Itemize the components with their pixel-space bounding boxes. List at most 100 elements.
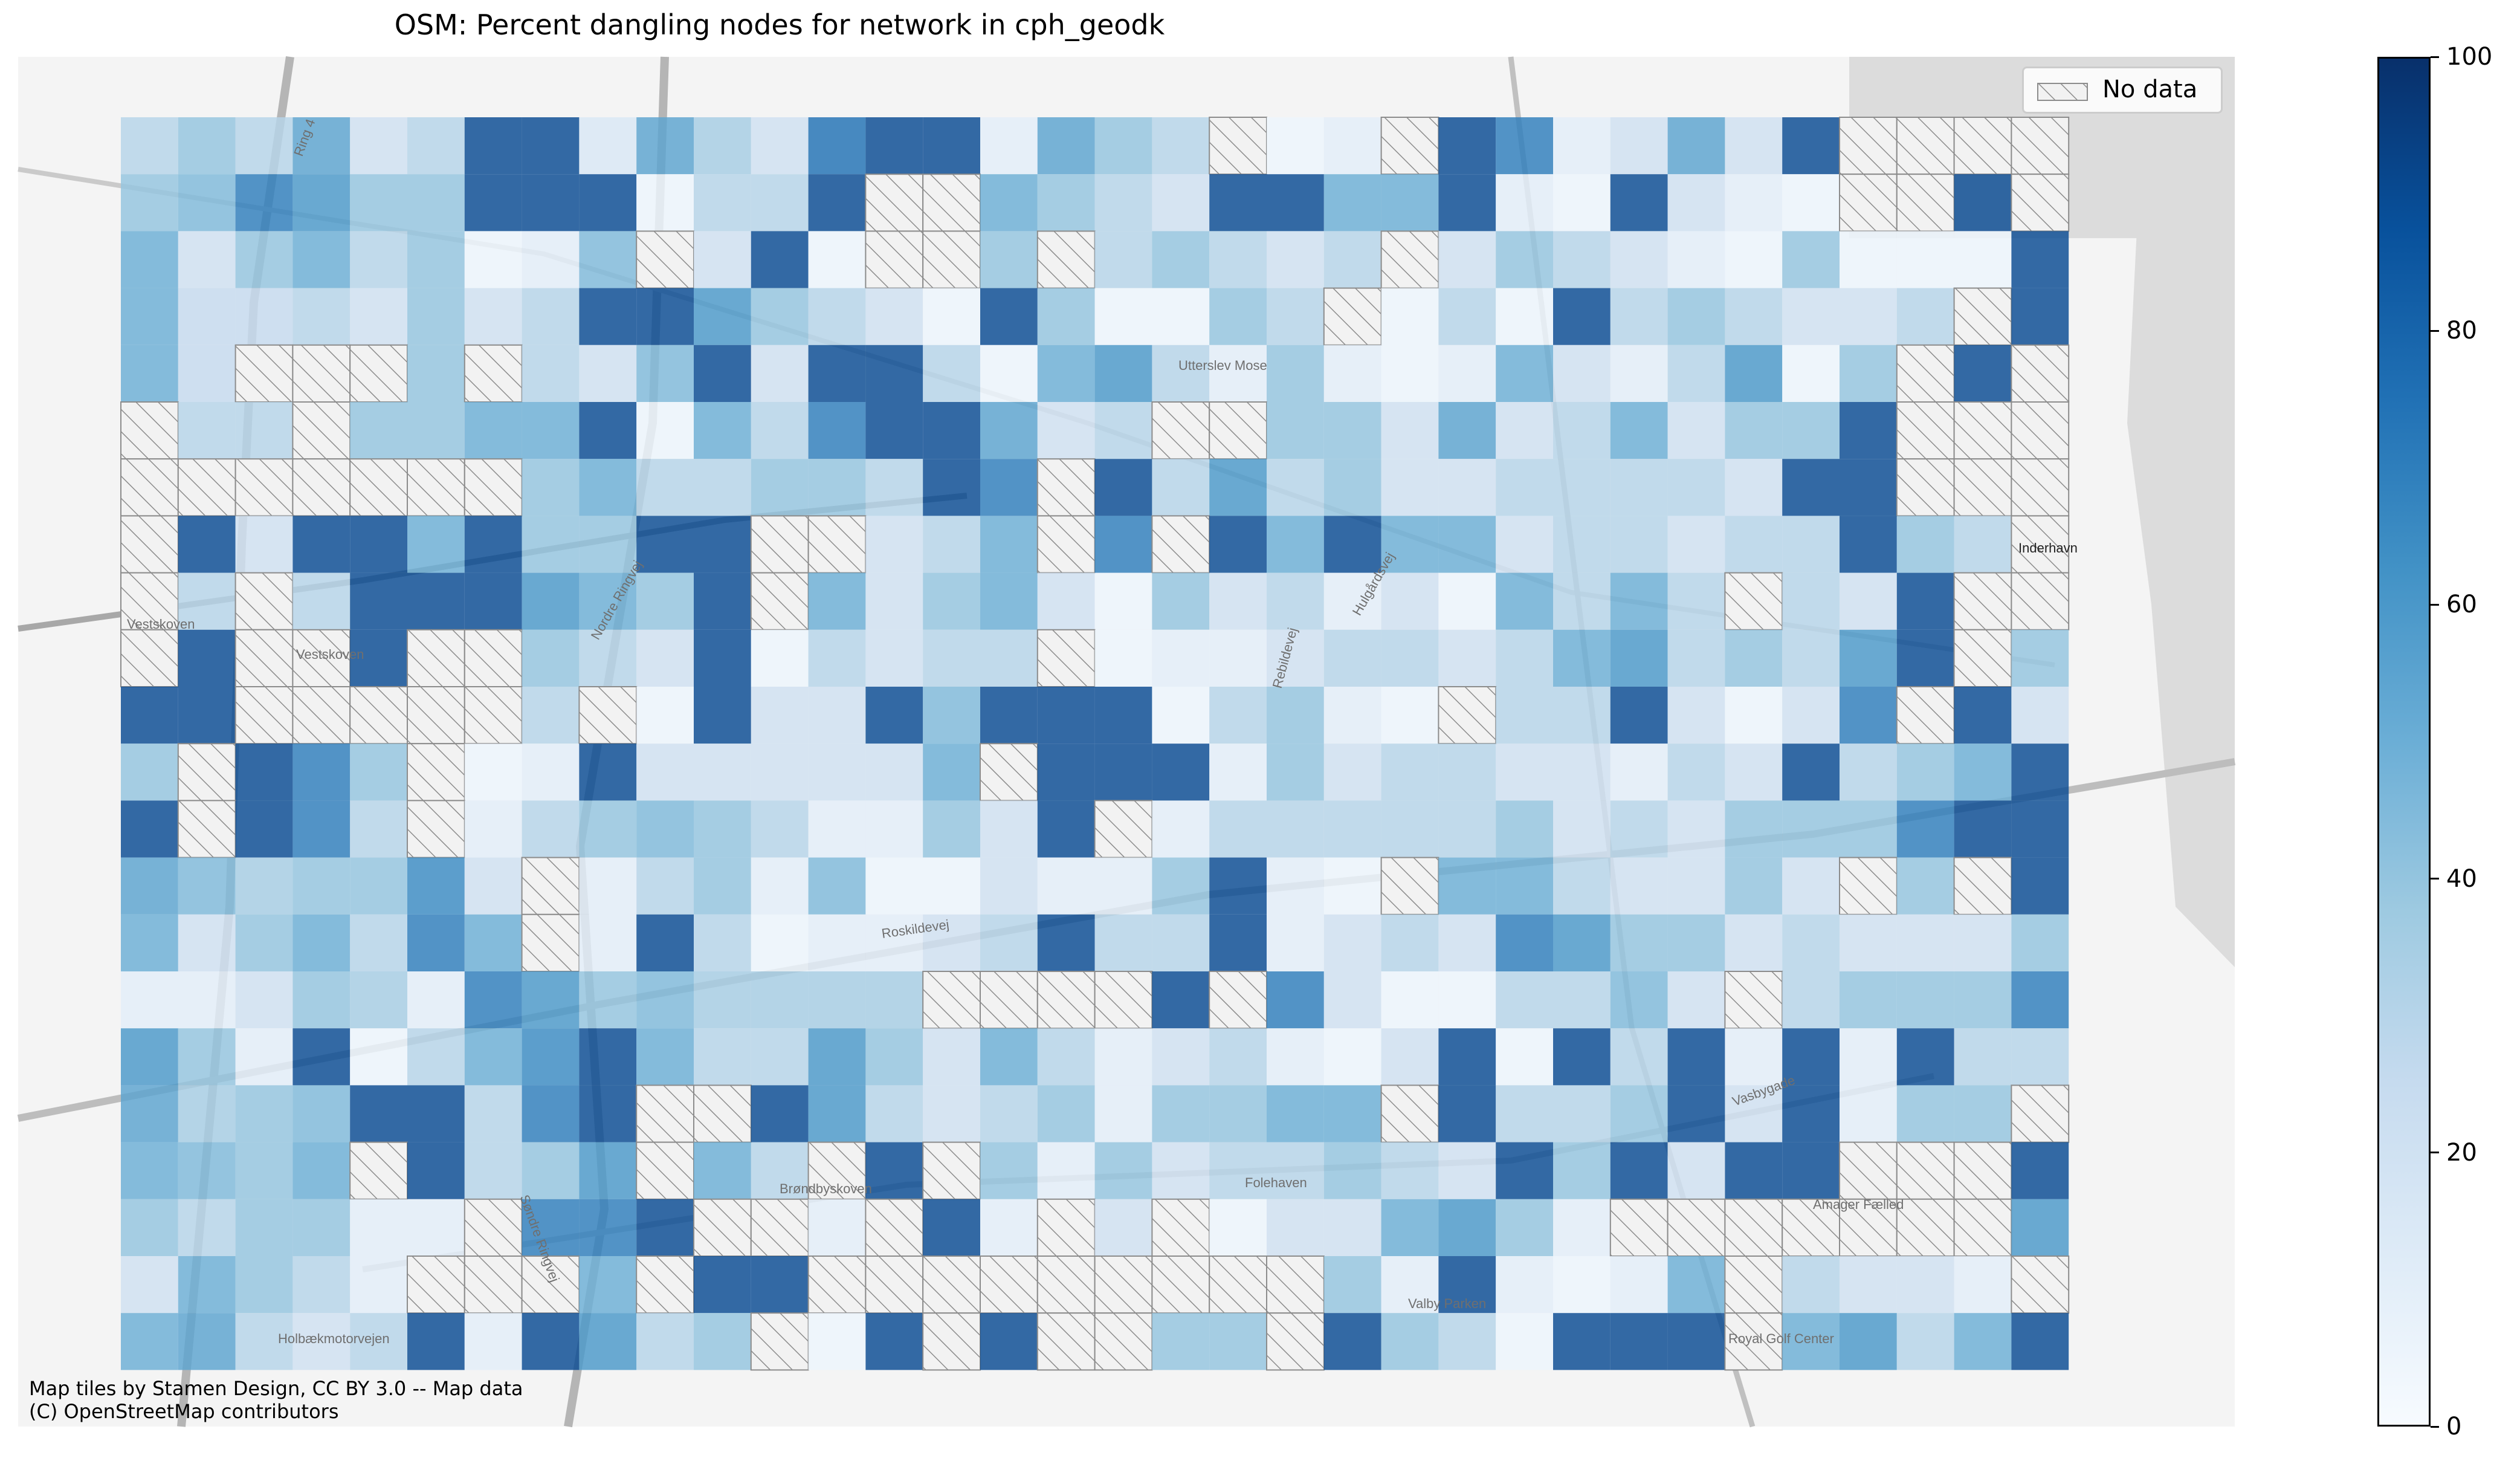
heatmap-cell xyxy=(1267,629,1324,687)
heatmap-cell xyxy=(121,1028,178,1086)
map-label: Royal Golf Center xyxy=(1728,1331,1834,1346)
heatmap-cell xyxy=(1037,572,1095,630)
no-data-cell xyxy=(1839,857,1898,915)
heatmap-cell xyxy=(121,857,178,915)
heatmap-cell xyxy=(522,117,580,175)
heatmap-cell xyxy=(1381,971,1439,1029)
heatmap-cell xyxy=(1152,687,1210,744)
heatmap-cell xyxy=(636,1028,694,1086)
heatmap-cell xyxy=(178,174,236,232)
heatmap-cell xyxy=(1323,1313,1381,1370)
heatmap-cell xyxy=(636,971,694,1029)
heatmap-cell xyxy=(178,629,236,687)
heatmap-cell xyxy=(407,402,465,459)
heatmap-cell xyxy=(1725,402,1783,459)
heatmap-cell xyxy=(1667,1313,1725,1370)
heatmap-cell xyxy=(1840,629,1897,687)
no-data-cell xyxy=(636,1084,694,1143)
heatmap-cell xyxy=(694,345,751,402)
heatmap-cell xyxy=(1267,744,1324,801)
heatmap-cell xyxy=(1553,572,1611,630)
map-title: OSM: Percent dangling nodes for network … xyxy=(394,8,1165,41)
map-label: Holbækmotorvejen xyxy=(278,1331,390,1346)
heatmap-cell xyxy=(178,857,236,915)
heatmap-cell xyxy=(1438,744,1496,801)
heatmap-cell xyxy=(694,1028,751,1086)
heatmap-cell xyxy=(1381,1256,1439,1314)
heatmap-cell xyxy=(1381,687,1439,744)
colorbar-tick-label: 60 xyxy=(2446,591,2477,619)
heatmap-cell xyxy=(1267,516,1324,573)
no-data-cell xyxy=(292,686,351,745)
heatmap-cell xyxy=(751,402,809,459)
heatmap-cell xyxy=(751,1142,809,1199)
heatmap-cell xyxy=(1896,914,1954,971)
heatmap-cell xyxy=(579,744,637,801)
heatmap-cell xyxy=(1496,459,1553,516)
heatmap-cell xyxy=(865,1028,923,1086)
heatmap-cell xyxy=(808,1028,866,1086)
heatmap-cell xyxy=(694,629,751,687)
heatmap-cell xyxy=(1840,1028,1897,1086)
heatmap-cell xyxy=(1152,117,1210,175)
heatmap-cell xyxy=(350,857,407,915)
heatmap-cell xyxy=(1782,1313,1840,1370)
heatmap-cell xyxy=(751,117,809,175)
no-data-cell xyxy=(2011,1084,2070,1143)
heatmap-cell xyxy=(350,914,407,971)
heatmap-cell xyxy=(1209,744,1267,801)
heatmap-cell xyxy=(350,800,407,858)
no-data-cell xyxy=(1036,629,1096,688)
heatmap-cell xyxy=(1323,572,1381,630)
heatmap-cell xyxy=(1840,402,1897,459)
no-data-cell xyxy=(177,743,236,802)
heatmap-cell xyxy=(1840,345,1897,402)
heatmap-cell xyxy=(1667,1085,1725,1142)
heatmap-cell xyxy=(636,288,694,345)
no-data-cell xyxy=(407,686,465,745)
heatmap-cell xyxy=(1553,117,1611,175)
heatmap-cell xyxy=(865,971,923,1029)
heatmap-cell xyxy=(121,231,178,288)
heatmap-cell xyxy=(1782,1256,1840,1314)
heatmap-cell xyxy=(121,1142,178,1199)
heatmap-cell xyxy=(808,971,866,1029)
heatmap-cell xyxy=(1954,345,2012,402)
heatmap-cell xyxy=(464,1085,522,1142)
heatmap-cell xyxy=(1323,231,1381,288)
heatmap-cell xyxy=(1496,1085,1553,1142)
heatmap-cell xyxy=(1725,288,1783,345)
heatmap-cell xyxy=(178,971,236,1029)
heatmap-cell xyxy=(407,174,465,232)
no-data-cell xyxy=(177,458,236,517)
heatmap-cell xyxy=(1553,1142,1611,1199)
heatmap-cell xyxy=(751,914,809,971)
heatmap-cell xyxy=(1381,1142,1439,1199)
heatmap-cell xyxy=(980,1142,1038,1199)
heatmap-cell xyxy=(178,572,236,630)
heatmap-cell xyxy=(579,231,637,288)
heatmap-cell xyxy=(1610,174,1668,232)
no-data-swatch xyxy=(2037,83,2088,101)
heatmap-cell xyxy=(1896,1085,1954,1142)
heatmap-cell xyxy=(1553,800,1611,858)
heatmap-cell xyxy=(1667,629,1725,687)
heatmap-cell xyxy=(464,288,522,345)
no-data-cell xyxy=(1380,1084,1439,1143)
heatmap-cell xyxy=(407,231,465,288)
heatmap-cell xyxy=(235,174,293,232)
no-data-cell xyxy=(1896,458,1955,517)
heatmap-cell xyxy=(2011,1313,2069,1370)
no-data-cell xyxy=(1036,230,1096,289)
heatmap-cell xyxy=(808,687,866,744)
heatmap-cell xyxy=(1725,687,1783,744)
heatmap-cell xyxy=(751,744,809,801)
heatmap-cell xyxy=(1954,1085,2012,1142)
heatmap-cell xyxy=(407,572,465,630)
heatmap-cell xyxy=(1152,914,1210,971)
heatmap-cell xyxy=(1209,174,1267,232)
colorbar-tick-label: 80 xyxy=(2446,317,2477,345)
heatmap-cell xyxy=(808,345,866,402)
heatmap-cell xyxy=(1896,744,1954,801)
